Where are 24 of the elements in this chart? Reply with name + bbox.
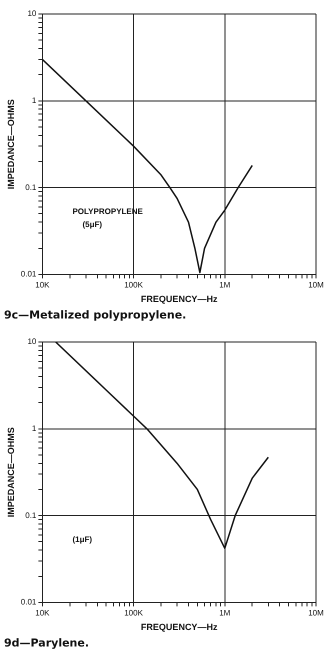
y-tick-label: 0.01 — [20, 270, 37, 279]
x-tick-label: 100K — [124, 280, 144, 290]
annotation: (5μF) — [82, 220, 102, 230]
x-tick-label: 1M — [219, 608, 231, 618]
y-tick-label: 0.1 — [25, 510, 37, 520]
x-tick-label: 10M — [308, 280, 324, 290]
text: 9d—Parylene. — [4, 636, 90, 650]
y-tick-label: 0.01 — [20, 598, 37, 607]
y-axis-title: IMPEDANCE—OHMS — [6, 99, 16, 190]
y-tick-label: 0.1 — [25, 182, 37, 192]
x-axis-title: FREQUENCY—Hz — [140, 294, 218, 304]
x-tick-label: 1M — [219, 280, 231, 290]
x-tick-label: 100K — [124, 608, 144, 618]
y-tick-label: 10 — [27, 9, 37, 18]
y-tick-label: 10 — [27, 337, 37, 346]
annotation: (1μF) — [72, 535, 92, 544]
x-tick-label: 10M — [308, 608, 324, 618]
y-tick-label: 1 — [32, 96, 37, 106]
x-axis-title: FREQUENCY—Hz — [140, 622, 218, 632]
y-tick-label: 1 — [32, 424, 37, 434]
y-axis-title: IMPEDANCE—OHMS — [6, 427, 16, 518]
text: 9c—Metalized polypropylene. — [4, 308, 186, 322]
x-tick-label: 10K — [35, 608, 50, 618]
x-tick-label: 10K — [35, 280, 50, 290]
